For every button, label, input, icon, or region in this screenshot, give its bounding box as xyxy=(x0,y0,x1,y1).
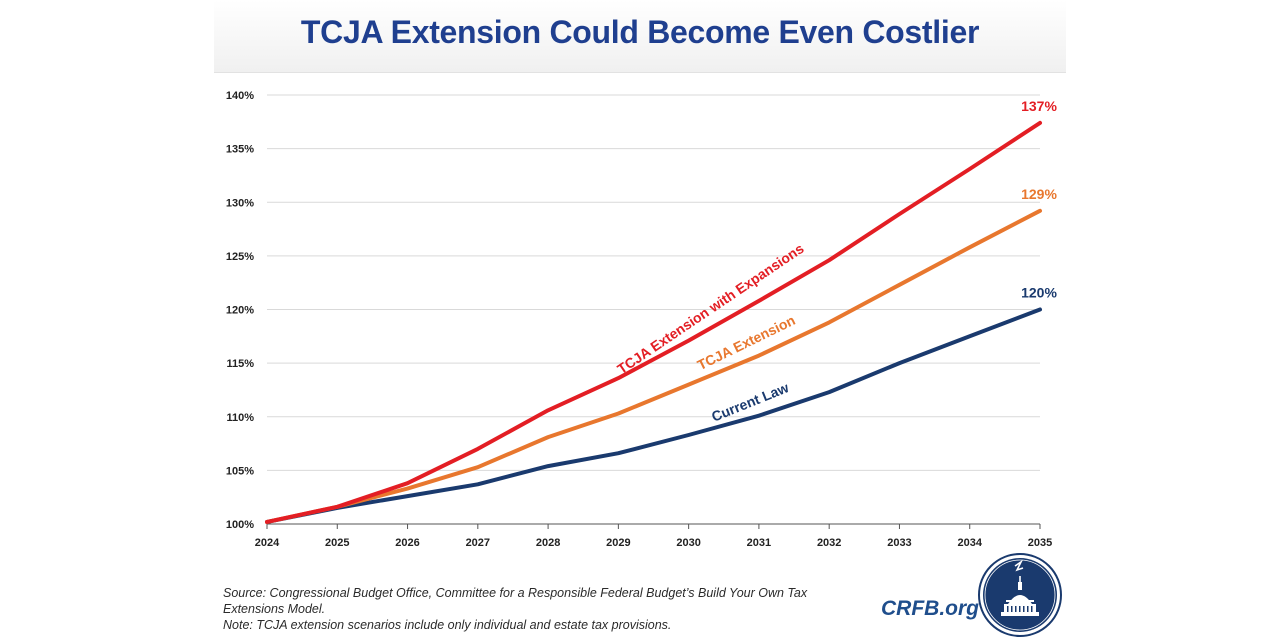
x-tick-label: 2026 xyxy=(395,537,419,549)
x-tick-label: 2035 xyxy=(1028,537,1052,549)
x-tick-label: 2028 xyxy=(536,537,560,549)
x-tick-label: 2025 xyxy=(325,537,349,549)
y-tick-label: 110% xyxy=(226,412,254,424)
title-band xyxy=(214,0,1066,73)
x-tick-label: 2027 xyxy=(466,537,490,549)
source-line-2: Extensions Model. xyxy=(223,602,326,616)
y-tick-label: 105% xyxy=(226,465,254,477)
source-line-1: Source: Congressional Budget Office, Com… xyxy=(223,586,808,600)
chart-frame xyxy=(214,0,1066,640)
series-end-label: 120% xyxy=(1021,285,1057,301)
x-tick-label: 2031 xyxy=(747,537,771,549)
series-line-tcja-extension xyxy=(265,208,1042,524)
note-line: Note: TCJA extension scenarios include o… xyxy=(223,618,672,632)
series-line-tcja-expansions xyxy=(265,120,1042,524)
y-tick-label: 120% xyxy=(226,305,254,317)
x-tick-label: 2030 xyxy=(676,537,700,549)
brand-link[interactable]: CRFB.org xyxy=(881,597,979,620)
crfb-seal-logo xyxy=(978,553,1062,637)
y-tick-label: 140% xyxy=(226,90,254,102)
series-end-label: 129% xyxy=(1021,186,1057,202)
x-tick-label: 2033 xyxy=(887,537,911,549)
y-tick-label: 135% xyxy=(226,144,254,156)
y-tick-label: 100% xyxy=(226,519,254,531)
x-tick-label: 2032 xyxy=(817,537,841,549)
series-line-current-law xyxy=(265,307,1042,524)
y-tick-label: 125% xyxy=(226,251,254,263)
x-tick-label: 2024 xyxy=(255,537,280,549)
y-tick-label: 130% xyxy=(226,197,254,209)
footnote: Source: Congressional Budget Office, Com… xyxy=(223,585,843,633)
x-tick-label: 2034 xyxy=(957,537,982,549)
series-end-label: 137% xyxy=(1021,98,1057,114)
chart-title: TCJA Extension Could Become Even Costlie… xyxy=(300,14,980,50)
y-tick-label: 115% xyxy=(226,358,254,370)
x-tick-label: 2029 xyxy=(606,537,630,549)
